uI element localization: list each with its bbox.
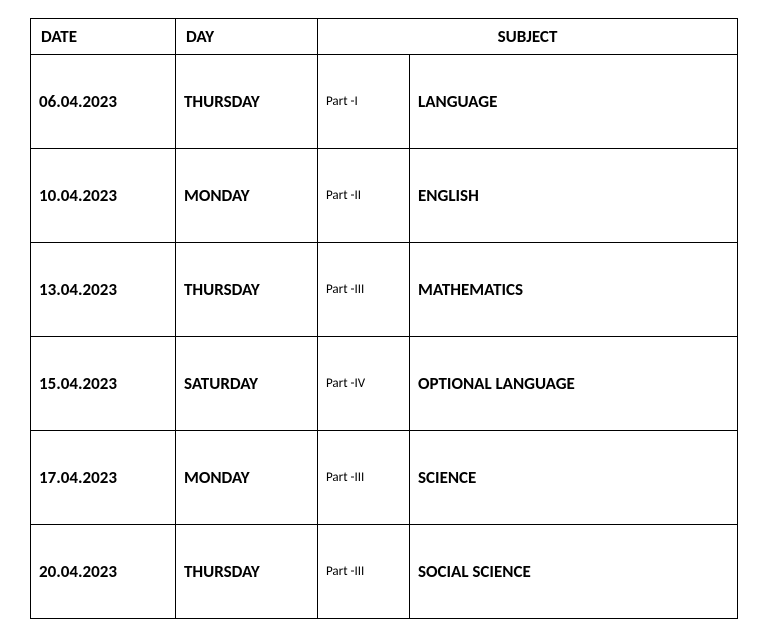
table-body: 06.04.2023 THURSDAY Part -I LANGUAGE 10.… bbox=[31, 55, 738, 619]
day-cell: THURSDAY bbox=[176, 55, 318, 149]
day-cell: SATURDAY bbox=[176, 337, 318, 431]
part-cell: Part -I bbox=[318, 55, 410, 149]
table-row: 10.04.2023 MONDAY Part -II ENGLISH bbox=[31, 149, 738, 243]
header-subject: SUBJECT bbox=[318, 19, 738, 55]
day-cell: MONDAY bbox=[176, 431, 318, 525]
date-cell: 17.04.2023 bbox=[31, 431, 176, 525]
part-cell: Part -IV bbox=[318, 337, 410, 431]
part-cell: Part -II bbox=[318, 149, 410, 243]
table-row: 17.04.2023 MONDAY Part -III SCIENCE bbox=[31, 431, 738, 525]
part-cell: Part -III bbox=[318, 525, 410, 619]
table-row: 15.04.2023 SATURDAY Part -IV OPTIONAL LA… bbox=[31, 337, 738, 431]
day-cell: MONDAY bbox=[176, 149, 318, 243]
day-cell: THURSDAY bbox=[176, 243, 318, 337]
subject-cell: SOCIAL SCIENCE bbox=[410, 525, 738, 619]
exam-schedule-table: DATE DAY SUBJECT 06.04.2023 THURSDAY Par… bbox=[30, 18, 738, 619]
table-header-row: DATE DAY SUBJECT bbox=[31, 19, 738, 55]
subject-cell: LANGUAGE bbox=[410, 55, 738, 149]
header-day: DAY bbox=[176, 19, 318, 55]
part-cell: Part -III bbox=[318, 243, 410, 337]
subject-cell: OPTIONAL LANGUAGE bbox=[410, 337, 738, 431]
subject-cell: ENGLISH bbox=[410, 149, 738, 243]
part-cell: Part -III bbox=[318, 431, 410, 525]
subject-cell: SCIENCE bbox=[410, 431, 738, 525]
day-cell: THURSDAY bbox=[176, 525, 318, 619]
table-row: 06.04.2023 THURSDAY Part -I LANGUAGE bbox=[31, 55, 738, 149]
subject-cell: MATHEMATICS bbox=[410, 243, 738, 337]
table-row: 20.04.2023 THURSDAY Part -III SOCIAL SCI… bbox=[31, 525, 738, 619]
date-cell: 06.04.2023 bbox=[31, 55, 176, 149]
date-cell: 13.04.2023 bbox=[31, 243, 176, 337]
date-cell: 10.04.2023 bbox=[31, 149, 176, 243]
date-cell: 15.04.2023 bbox=[31, 337, 176, 431]
header-date: DATE bbox=[31, 19, 176, 55]
date-cell: 20.04.2023 bbox=[31, 525, 176, 619]
table-row: 13.04.2023 THURSDAY Part -III MATHEMATIC… bbox=[31, 243, 738, 337]
